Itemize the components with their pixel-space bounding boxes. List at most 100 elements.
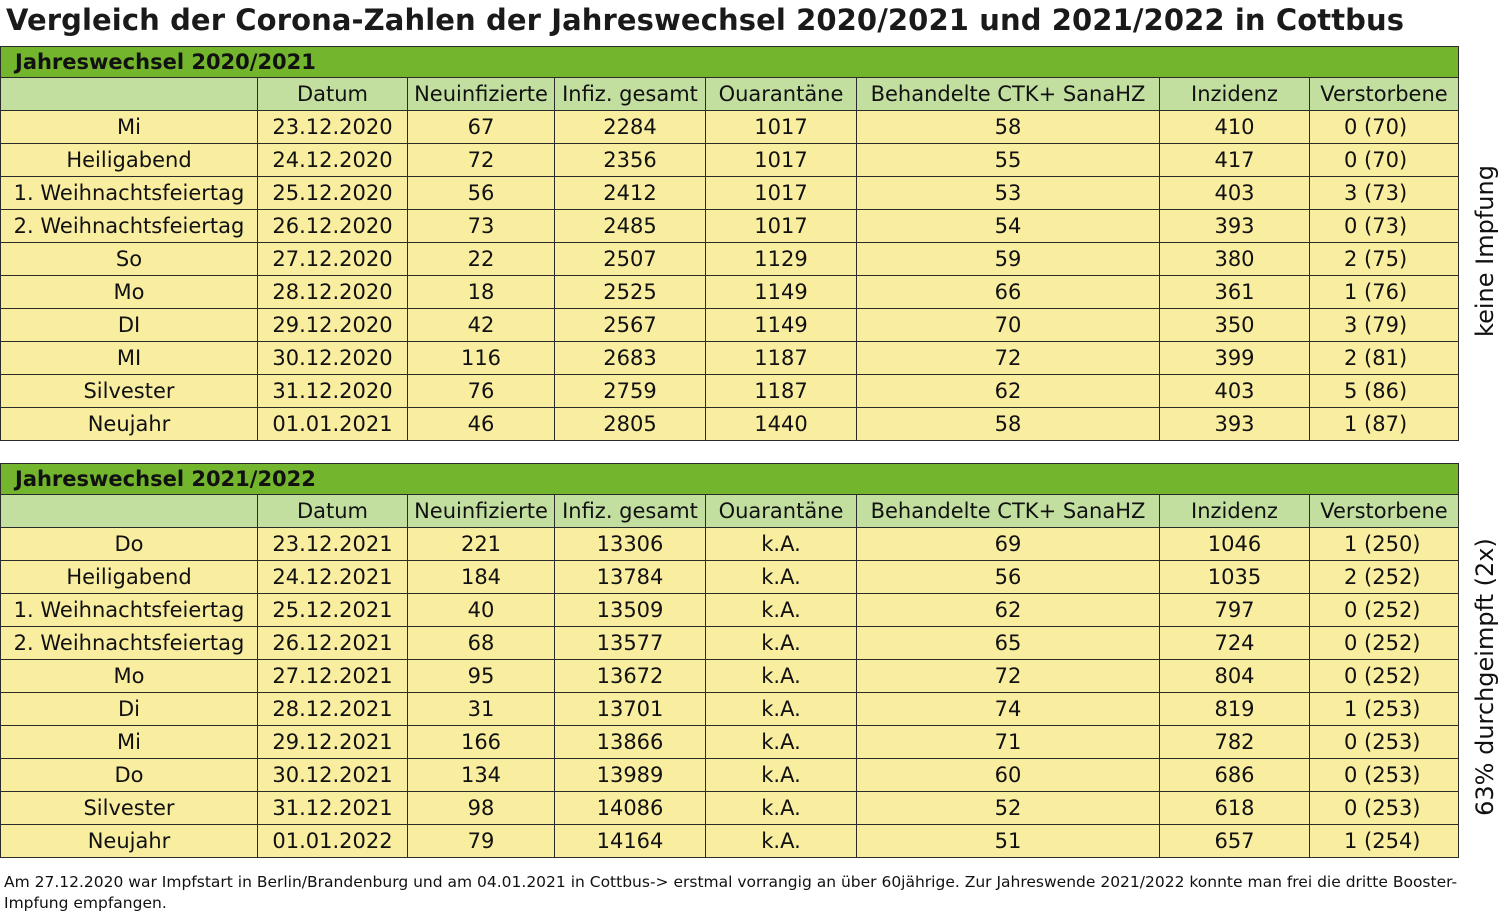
cell-date: 27.12.2021 (257, 659, 408, 693)
header-row: Datum Neuinfizierte Infiz. gesamt Ouarantän… (0, 494, 1460, 528)
cell-total: 2683 (554, 341, 706, 375)
table-row: Mi 23.12.2020 67 2284 1017 58 410 0 (70) (0, 110, 1460, 144)
column-header: Neuinfizierte (407, 77, 555, 111)
cell-total: 13672 (554, 659, 706, 693)
column-header: Neuinfizierte (407, 494, 555, 528)
cell-total: 2525 (554, 275, 706, 309)
cell-quarantine: 1017 (705, 143, 857, 177)
cell-day: MI (0, 341, 258, 375)
cell-deaths: 0 (70) (1308, 110, 1460, 144)
cell-day: Neujahr (0, 824, 258, 858)
cell-new: 116 (407, 341, 555, 375)
cell-incidence: 618 (1159, 791, 1310, 825)
cell-quarantine: 1149 (705, 275, 857, 309)
table-row: Do 23.12.2021 221 13306 k.A. 69 1046 1 (250) (0, 527, 1460, 561)
cell-date: 23.12.2021 (257, 527, 408, 561)
cell-day: 1. Weihnachtsfeiertag (0, 176, 258, 210)
cell-day: Mi (0, 725, 258, 759)
cell-quarantine: k.A. (705, 626, 857, 660)
cell-date: 28.12.2020 (257, 275, 408, 309)
cell-quarantine: k.A. (705, 659, 857, 693)
cell-day: Mo (0, 659, 258, 693)
cell-day: DI (0, 308, 258, 342)
cell-day: So (0, 242, 258, 276)
cell-quarantine: 1187 (705, 341, 857, 375)
cell-total: 13989 (554, 758, 706, 792)
cell-deaths: 1 (250) (1308, 527, 1460, 561)
cell-day: Mi (0, 110, 258, 144)
cell-day: Neujahr (0, 407, 258, 441)
cell-new: 22 (407, 242, 555, 276)
cell-new: 18 (407, 275, 555, 309)
cell-quarantine: 1017 (705, 209, 857, 243)
cell-deaths: 1 (87) (1308, 407, 1460, 441)
cell-deaths: 2 (75) (1308, 242, 1460, 276)
cell-quarantine: 1017 (705, 176, 857, 210)
table-row: 1. Weihnachtsfeiertag 25.12.2021 40 13509 k.… (0, 593, 1460, 627)
cell-day: Do (0, 758, 258, 792)
cell-deaths: 0 (253) (1308, 725, 1460, 759)
side-label-2020: keine Impfung (1471, 165, 1499, 337)
cell-day: Heiligabend (0, 560, 258, 594)
table-2021-2022: Jahreswechsel 2021/2022 Datum Neuinfiziert… (0, 463, 1460, 858)
cell-quarantine: k.A. (705, 824, 857, 858)
cell-date: 24.12.2020 (257, 143, 408, 177)
cell-total: 13509 (554, 593, 706, 627)
cell-treated: 69 (856, 527, 1160, 561)
cell-deaths: 0 (252) (1308, 593, 1460, 627)
cell-quarantine: k.A. (705, 692, 857, 726)
cell-new: 56 (407, 176, 555, 210)
section-title: Jahreswechsel 2021/2022 (0, 463, 1460, 495)
cell-date: 26.12.2021 (257, 626, 408, 660)
cell-new: 42 (407, 308, 555, 342)
cell-total: 14086 (554, 791, 706, 825)
cell-treated: 71 (856, 725, 1160, 759)
cell-day: Do (0, 527, 258, 561)
cell-treated: 72 (856, 659, 1160, 693)
table-row: 2. Weihnachtsfeiertag 26.12.2020 73 2485 101… (0, 209, 1460, 243)
cell-total: 13577 (554, 626, 706, 660)
column-header: Datum (257, 77, 408, 111)
cell-quarantine: 1149 (705, 308, 857, 342)
cell-incidence: 403 (1159, 374, 1310, 408)
cell-incidence: 393 (1159, 209, 1310, 243)
table-2020-2021: Jahreswechsel 2020/2021 Datum Neuinfiziert… (0, 46, 1460, 441)
cell-quarantine: 1440 (705, 407, 857, 441)
table-row: DI 29.12.2020 42 2567 1149 70 350 3 (79) (0, 308, 1460, 342)
cell-date: 24.12.2021 (257, 560, 408, 594)
cell-quarantine: 1187 (705, 374, 857, 408)
cell-incidence: 804 (1159, 659, 1310, 693)
table-row: Neujahr 01.01.2021 46 2805 1440 58 393 1 (87) (0, 407, 1460, 441)
header-row: Datum Neuinfizierte Infiz. gesamt Ouarantän… (0, 77, 1460, 111)
cell-date: 01.01.2021 (257, 407, 408, 441)
cell-quarantine: k.A. (705, 527, 857, 561)
cell-incidence: 399 (1159, 341, 1310, 375)
cell-new: 166 (407, 725, 555, 759)
cell-deaths: 0 (252) (1308, 626, 1460, 660)
cell-total: 2507 (554, 242, 706, 276)
cell-quarantine: k.A. (705, 758, 857, 792)
cell-treated: 53 (856, 176, 1160, 210)
section-title: Jahreswechsel 2020/2021 (0, 46, 1460, 78)
cell-total: 2567 (554, 308, 706, 342)
cell-incidence: 797 (1159, 593, 1310, 627)
cell-new: 67 (407, 110, 555, 144)
cell-quarantine: k.A. (705, 560, 857, 594)
footnote: Am 27.12.2020 war Impfstart in Berlin/Br… (4, 873, 1458, 912)
cell-new: 76 (407, 374, 555, 408)
cell-date: 31.12.2020 (257, 374, 408, 408)
table-row: Neujahr 01.01.2022 79 14164 k.A. 51 657 1 (254) (0, 824, 1460, 858)
cell-incidence: 361 (1159, 275, 1310, 309)
cell-treated: 59 (856, 242, 1160, 276)
column-header: Inzidenz (1159, 494, 1310, 528)
cell-day: Silvester (0, 374, 258, 408)
cell-incidence: 393 (1159, 407, 1310, 441)
cell-total: 13306 (554, 527, 706, 561)
cell-deaths: 0 (73) (1308, 209, 1460, 243)
cell-new: 68 (407, 626, 555, 660)
cell-treated: 51 (856, 824, 1160, 858)
cell-incidence: 819 (1159, 692, 1310, 726)
cell-total: 13701 (554, 692, 706, 726)
table-row: Heiligabend 24.12.2020 72 2356 1017 55 417 0 (7… (0, 143, 1460, 177)
table-row: So 27.12.2020 22 2507 1129 59 380 2 (75) (0, 242, 1460, 276)
